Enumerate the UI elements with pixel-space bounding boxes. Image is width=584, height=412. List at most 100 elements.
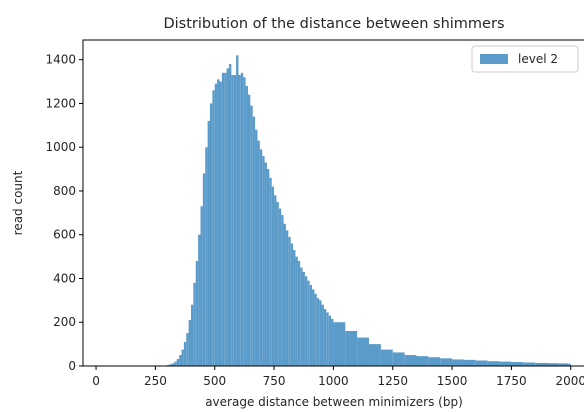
- histogram-bar: [179, 355, 182, 366]
- histogram-bar: [323, 309, 327, 366]
- histogram-bar: [259, 149, 263, 366]
- legend-swatch: [480, 54, 508, 64]
- x-tick-label: 750: [263, 374, 286, 388]
- histogram-bar: [281, 215, 284, 366]
- histogram-bar: [300, 267, 303, 366]
- x-tick-label: 2000: [555, 374, 584, 388]
- histogram-bar: [314, 293, 317, 366]
- histogram-bar: [191, 304, 194, 366]
- histogram-bar: [200, 206, 203, 366]
- histogram-bar: [302, 271, 305, 366]
- histogram-bar: [252, 116, 256, 366]
- histogram-bar: [309, 285, 313, 366]
- plot-area: [167, 55, 571, 366]
- histogram-bar: [312, 289, 315, 366]
- histogram-bar: [326, 312, 329, 366]
- histogram-bar: [183, 341, 187, 366]
- histogram-bar: [285, 230, 289, 366]
- histogram-bar: [219, 81, 222, 366]
- x-tick-label: 1000: [318, 374, 349, 388]
- x-tick-label: 500: [203, 374, 226, 388]
- histogram-bar: [186, 333, 189, 366]
- histogram-bar: [307, 280, 310, 366]
- histogram-bar: [188, 320, 191, 366]
- chart-title: Distribution of the distance between shi…: [163, 16, 504, 32]
- histogram-bar: [269, 177, 272, 366]
- histogram-bar: [535, 362, 548, 366]
- histogram-bar: [257, 140, 260, 366]
- histogram-bar: [274, 195, 277, 366]
- y-tick-label: 0: [68, 359, 76, 373]
- x-axis: 0 250 500 750 1000 1250 1500 1750 2000: [92, 366, 584, 388]
- histogram-bar: [226, 68, 229, 366]
- histogram-bar: [266, 169, 270, 366]
- histogram-bar: [328, 315, 332, 366]
- histogram-bar: [463, 359, 476, 366]
- histogram-bar: [238, 75, 241, 366]
- histogram-bar: [319, 300, 322, 366]
- histogram-bar: [295, 256, 298, 366]
- histogram-bar: [262, 155, 265, 366]
- histogram-bar: [293, 250, 296, 366]
- y-tick-label: 800: [53, 184, 76, 198]
- y-tick-label: 1200: [45, 96, 76, 110]
- legend-frame: [471, 45, 579, 73]
- histogram-bar: [428, 357, 441, 366]
- histogram-bar: [221, 72, 225, 366]
- histogram-bar: [304, 276, 308, 366]
- histogram-bar: [181, 349, 184, 366]
- histogram-bar: [176, 359, 180, 366]
- histogram-bar: [487, 361, 500, 366]
- histogram-bar: [264, 162, 267, 366]
- legend-entry-label: level 2: [518, 52, 558, 66]
- histogram-bar: [523, 362, 536, 366]
- x-tick-label: 1500: [437, 374, 468, 388]
- histogram-bar: [278, 208, 282, 366]
- histogram-bar: [255, 129, 258, 366]
- histogram-bar: [240, 72, 244, 366]
- histogram-bar: [247, 94, 251, 366]
- histogram-bar: [169, 364, 172, 366]
- histogram-bar: [369, 344, 381, 366]
- histogram-bar: [224, 72, 227, 366]
- histogram-bar: [245, 85, 248, 366]
- x-tick-label: 1750: [496, 374, 527, 388]
- histogram-bar: [174, 361, 177, 366]
- histogram-bar: [288, 236, 291, 366]
- histogram-bar: [345, 330, 358, 366]
- histogram-bar: [217, 79, 220, 366]
- histogram-bar: [172, 363, 175, 366]
- histogram-bar: [568, 363, 571, 366]
- x-axis-label: average distance between minimizers (bp): [205, 395, 463, 409]
- y-axis: 0 200 400 600 800 1000 1200 1400: [45, 53, 83, 373]
- histogram-bar: [167, 364, 170, 366]
- histogram-bar: [333, 322, 346, 366]
- histogram-bar: [228, 64, 232, 366]
- histogram-bar: [207, 120, 210, 366]
- histogram-bar: [250, 105, 253, 366]
- histogram-bar: [357, 337, 370, 366]
- histogram-bar: [392, 352, 405, 366]
- histogram-bar: [195, 260, 199, 366]
- x-tick-label: 0: [92, 374, 100, 388]
- histogram-bar: [321, 304, 324, 366]
- y-axis-label: read count: [11, 170, 25, 235]
- histogram-bar: [290, 243, 294, 366]
- histogram-bar: [243, 77, 246, 366]
- histogram-bar: [475, 360, 488, 366]
- histogram-bar: [231, 75, 234, 366]
- histogram-bar: [404, 355, 417, 366]
- histogram-bar: [193, 282, 196, 366]
- y-tick-label: 600: [53, 228, 76, 242]
- plot-frame: [82, 39, 584, 367]
- x-tick-label: 1250: [377, 374, 408, 388]
- histogram-bar: [499, 361, 512, 366]
- y-tick-label: 200: [53, 315, 76, 329]
- histogram-bar: [271, 186, 275, 366]
- y-tick-label: 1400: [45, 53, 76, 67]
- histogram-bar: [233, 75, 237, 366]
- histogram-bar: [452, 359, 464, 366]
- histogram-bar: [209, 103, 213, 366]
- histogram-bar: [331, 318, 334, 366]
